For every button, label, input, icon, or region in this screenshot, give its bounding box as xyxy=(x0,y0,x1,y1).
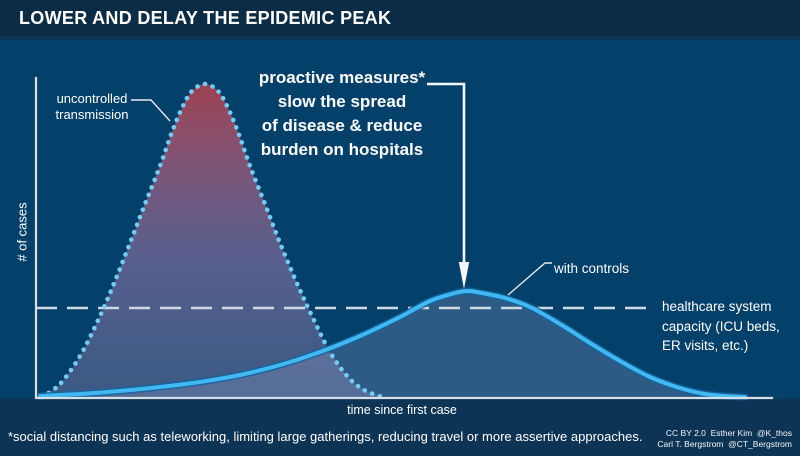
proactive-arrowhead-icon xyxy=(458,262,470,289)
uncontrolled-pointer-line xyxy=(131,99,171,122)
annotation-healthcare-capacity: healthcare system capacity (ICU beds, ER… xyxy=(662,299,780,353)
footnote: *social distancing such as teleworking, … xyxy=(8,429,643,444)
annotation-with-controls: with controls xyxy=(554,261,630,276)
y-axis-label: # of cases xyxy=(14,202,30,262)
proactive-arrow-shaft xyxy=(427,82,466,263)
annotation-proactive-measures: proactive measures* slow the spread of d… xyxy=(258,68,426,159)
x-axis-label: time since first case xyxy=(347,403,457,417)
axes xyxy=(34,76,774,400)
header-bar: LOWER AND DELAY THE EPIDEMIC PEAK xyxy=(0,0,800,40)
with-controls-curve-fill xyxy=(40,291,745,398)
uncontrolled-curve-fill xyxy=(42,84,382,398)
credit-attribution: CC BY 2.0 Esther Kim @K_thos Carl T. Ber… xyxy=(657,428,792,449)
footer-band xyxy=(0,399,800,456)
with-controls-pointer-line xyxy=(507,262,552,296)
annotation-uncontrolled-transmission: uncontrolled transmission xyxy=(55,91,129,122)
with-controls-curve-line xyxy=(38,288,747,399)
uncontrolled-curve-dotted-outline xyxy=(39,81,385,400)
page-title: LOWER AND DELAY THE EPIDEMIC PEAK xyxy=(19,8,392,28)
